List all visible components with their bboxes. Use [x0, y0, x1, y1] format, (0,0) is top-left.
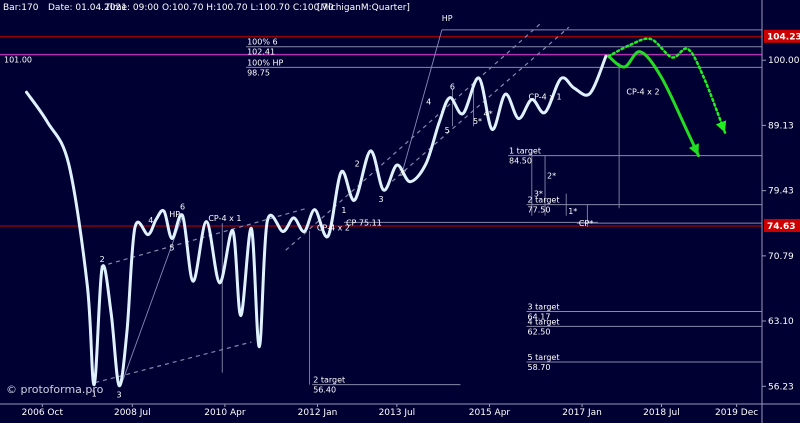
- wave-point-label: 5*: [473, 117, 482, 126]
- target-value: 58.70: [528, 363, 551, 372]
- target-title: 1 target: [509, 147, 541, 156]
- target-value: 64.17: [528, 312, 551, 321]
- target-title: 2 target: [528, 196, 560, 205]
- target-value: 102.41: [247, 48, 275, 57]
- target-value: 77.50: [528, 206, 551, 215]
- highlight-level-label: 74.63: [767, 222, 795, 232]
- target-value: 56.40: [313, 386, 336, 395]
- target-title: 4 target: [528, 317, 560, 326]
- wave-point-label: CP-4 x 2: [317, 224, 350, 233]
- header-date: Date: 01.04.2021: [48, 3, 127, 13]
- projection-arrowhead: [688, 143, 699, 156]
- watermark: © protoforma.pro: [6, 383, 104, 396]
- dashed-trend-line: [385, 26, 570, 188]
- target-title: 2 target: [313, 376, 345, 385]
- x-tick-label: 2017 Jan: [562, 408, 602, 418]
- wave-point-label: 6: [180, 203, 185, 212]
- cp-label: CP 75.11: [346, 218, 382, 227]
- wave-point-label: 6: [450, 82, 455, 91]
- x-tick-label: 2006 Oct: [22, 408, 64, 418]
- price-series-line: [25, 54, 608, 388]
- projection-dotted-line: [607, 37, 727, 134]
- header-ohlc: O:100.70 H:100.70 L:100.70 C:100.70: [162, 3, 334, 13]
- header-bar: Bar:170: [3, 3, 39, 13]
- wave-point-label: 1: [92, 390, 97, 399]
- y-tick-label: 63.10: [768, 317, 794, 327]
- highlight-level-badge: [764, 218, 800, 232]
- target-value: 98.75: [247, 68, 270, 77]
- wave-point-label: 3*: [534, 190, 543, 199]
- wave-point-label: 3: [378, 195, 383, 204]
- projection-solid-line: [607, 50, 700, 158]
- header-symbol: [MichiganM:Quarter]: [317, 3, 410, 13]
- wave-point-label: CP-4 x 2: [626, 88, 659, 97]
- x-tick-label: 2010 Apr: [204, 408, 246, 418]
- wave-point-label: 5: [169, 243, 174, 252]
- wave-point-label: 1: [341, 206, 346, 215]
- wave-point-label: CP-4 x 1: [529, 92, 562, 101]
- thin-helper-line: [401, 29, 443, 173]
- wave-point-label: 2: [355, 160, 360, 169]
- target-value: 62.50: [528, 327, 551, 336]
- x-tick-label: 2012 Jan: [298, 408, 338, 418]
- target-title: 100% 6: [247, 38, 278, 47]
- wave-point-label: 3': [399, 169, 406, 178]
- wave-point-label: HP: [442, 14, 453, 23]
- x-tick-label: 2013 Jul: [379, 408, 416, 418]
- highlight-level-label: 104.23: [767, 33, 800, 43]
- level-101-label: 101.00: [4, 56, 32, 65]
- projection-arrowhead: [715, 120, 727, 133]
- y-tick-label: 100.00: [768, 56, 800, 66]
- x-tick-label: 2019 Dec: [715, 408, 758, 418]
- y-tick-label: 89.13: [768, 121, 794, 131]
- x-tick-label: 2008 Jul: [114, 408, 151, 418]
- wave-point-label: CP-4 x 1: [208, 214, 241, 223]
- highlight-level-badge: [764, 29, 800, 43]
- y-tick-label: 56.23: [768, 382, 794, 392]
- target-title: 3 target: [528, 302, 560, 311]
- target-value: 84.50: [509, 157, 532, 166]
- target-title: 100% HP: [247, 58, 283, 67]
- projection-layer: [607, 37, 727, 158]
- wave-point-label: 5: [445, 126, 450, 135]
- dashed-trend-line: [285, 21, 543, 251]
- wave-point-label: 4: [148, 216, 153, 225]
- series-layer: [25, 54, 608, 388]
- wave-point-label: 3: [117, 391, 122, 400]
- thin-helper-line: [121, 215, 183, 384]
- y-tick-label: 70.79: [768, 252, 794, 262]
- wave-point-label: HP: [169, 210, 180, 219]
- cp-label: CP*: [579, 219, 593, 228]
- x-tick-label: 2018 Jul: [643, 408, 680, 418]
- header-time: Time: 09:00: [104, 3, 159, 13]
- wave-point-label: 4: [426, 98, 431, 107]
- wave-point-label: 4*: [484, 110, 493, 119]
- x-tick-label: 2015 Apr: [469, 408, 511, 418]
- wave-point-label: 2*: [547, 171, 556, 180]
- wave-point-label: 1*: [568, 207, 577, 216]
- y-tick-label: 79.43: [768, 187, 794, 197]
- wave-point-label: 2: [100, 255, 105, 264]
- target-title: 5 target: [528, 353, 560, 362]
